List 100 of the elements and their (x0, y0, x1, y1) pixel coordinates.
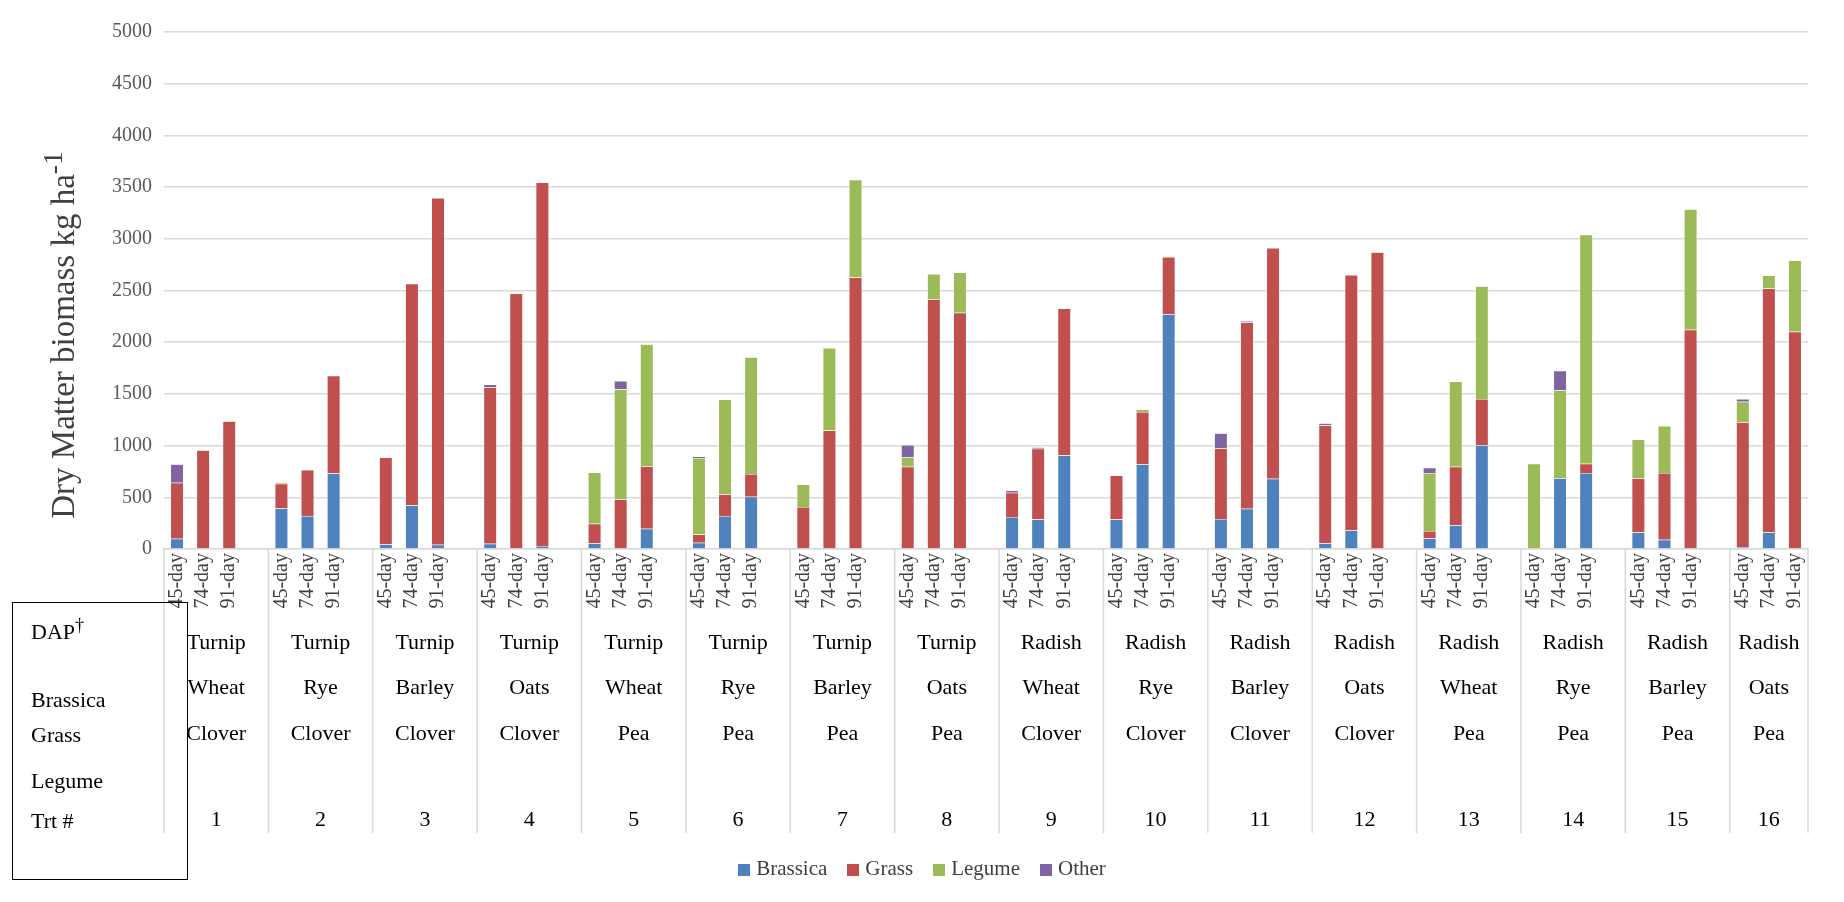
x-tick-label: 45-day (373, 553, 397, 609)
text: Oats (509, 673, 550, 699)
x-tick-label: 91-day (216, 553, 240, 609)
x-tick-label: 91-day (425, 553, 449, 609)
text: DAP$^{†}$ (31, 614, 85, 646)
x-tick-label: 74-day (294, 553, 318, 609)
x-tick-label: 74-day (190, 553, 214, 609)
text: 2 (315, 805, 327, 831)
text: Trt # (31, 808, 74, 834)
x-tick-label: 45-day (268, 553, 292, 609)
y-tick-label: 5000 (112, 19, 152, 42)
text: Rye (303, 673, 338, 699)
text: 3 (419, 805, 431, 831)
x-tick-label: 74-day (1756, 553, 1780, 609)
text: Pea (1452, 719, 1485, 745)
text: Legume (31, 768, 104, 794)
x-tick-label: 91-day (842, 553, 866, 609)
text: Radish (1229, 628, 1291, 654)
text: Wheat (1440, 673, 1498, 699)
x-tick-label: 74-day (1338, 553, 1362, 609)
y-tick-label: 3000 (112, 226, 152, 249)
text: Clover (1125, 719, 1187, 745)
text: Wheat (1022, 673, 1080, 699)
x-tick-label: 74-day (1547, 553, 1571, 609)
text: Rye (720, 673, 756, 699)
text: Rye (1138, 673, 1173, 699)
y-tick-label: 500 (122, 484, 152, 507)
x-tick-label: 45-day (686, 553, 710, 609)
text: Pea (617, 719, 650, 745)
text: Pea (1557, 719, 1590, 745)
x-tick-label: 91-day (1364, 553, 1388, 609)
x-tick-label: 45-day (1208, 553, 1232, 609)
legend-label: Brassica (756, 856, 828, 880)
y-tick-label: 1500 (112, 381, 152, 404)
x-tick-label: 91-day (1155, 553, 1179, 609)
text: Clover (395, 719, 456, 745)
text: Barley (1230, 673, 1290, 699)
x-tick-label: 74-day (1025, 553, 1049, 609)
legend-label: Other (1057, 856, 1106, 880)
x-tick-label: 91-day (1051, 553, 1075, 609)
x-tick-label: 91-day (947, 553, 971, 609)
text: Pea (1661, 719, 1694, 745)
text: Turnip (708, 628, 768, 654)
text: 9 (1045, 805, 1057, 831)
text: 5 (628, 805, 640, 831)
text: Grass (31, 722, 82, 748)
text: 6 (732, 805, 744, 831)
x-tick-label: 74-day (921, 553, 945, 609)
text: Clover (186, 719, 247, 745)
text: Turnip (186, 628, 246, 654)
text: 12 (1353, 805, 1376, 831)
y-tick-label: 0 (142, 536, 152, 559)
x-tick-label: 74-day (1651, 553, 1675, 609)
text: Radish (1542, 628, 1604, 654)
text: Clover (499, 719, 560, 745)
text: 13 (1457, 805, 1480, 831)
text: Pea (826, 719, 859, 745)
text: Turnip (812, 628, 873, 654)
text: Clover (1021, 719, 1082, 745)
y-tick-label: 4500 (112, 70, 152, 93)
text: Oats (1748, 673, 1790, 699)
x-tick-label: 45-day (1625, 553, 1649, 609)
text: Oats (926, 673, 968, 699)
text: Radish (1738, 628, 1800, 654)
x-tick-label: 74-day (1129, 553, 1153, 609)
text: Barley (813, 673, 872, 699)
text: Clover (290, 719, 352, 745)
text: Radish (1438, 628, 1500, 654)
text: 16 (1757, 805, 1780, 831)
text: Pea (930, 719, 963, 745)
x-tick-label: 91-day (1260, 553, 1284, 609)
text: Wheat (605, 673, 663, 699)
legend-label: Legume (951, 856, 1020, 880)
text: Oats (1344, 673, 1385, 699)
text: 14 (1562, 805, 1585, 831)
text: Clover (1230, 719, 1291, 745)
x-tick-label: 91-day (1677, 553, 1701, 609)
x-tick-label: 45-day (1312, 553, 1336, 609)
x-tick-label: 45-day (790, 553, 814, 609)
text: Pea (1752, 719, 1785, 745)
x-tick-label: 74-day (712, 553, 736, 609)
y-tick-label: 3500 (112, 174, 152, 197)
y-tick-label: 4000 (112, 122, 152, 145)
text: 8 (941, 805, 953, 831)
x-tick-label: 45-day (1103, 553, 1127, 609)
x-tick-label: 45-day (999, 553, 1023, 609)
x-tick-label: 45-day (581, 553, 605, 609)
x-tick-label: 91-day (634, 553, 658, 609)
x-tick-label: 45-day (1730, 553, 1754, 609)
x-tick-label: 91-day (529, 553, 553, 609)
x-tick-label: 45-day (1416, 553, 1440, 609)
x-tick-label: 45-day (477, 553, 501, 609)
text: 1 (210, 805, 222, 831)
text: Pea (722, 719, 755, 745)
x-tick-label: 91-day (738, 553, 762, 609)
x-tick-label: 74-day (1234, 553, 1258, 609)
text: Radish (1020, 628, 1082, 654)
text: Radish (1646, 628, 1709, 654)
x-tick-label: 74-day (607, 553, 631, 609)
y-tick-label: 1000 (112, 432, 152, 455)
